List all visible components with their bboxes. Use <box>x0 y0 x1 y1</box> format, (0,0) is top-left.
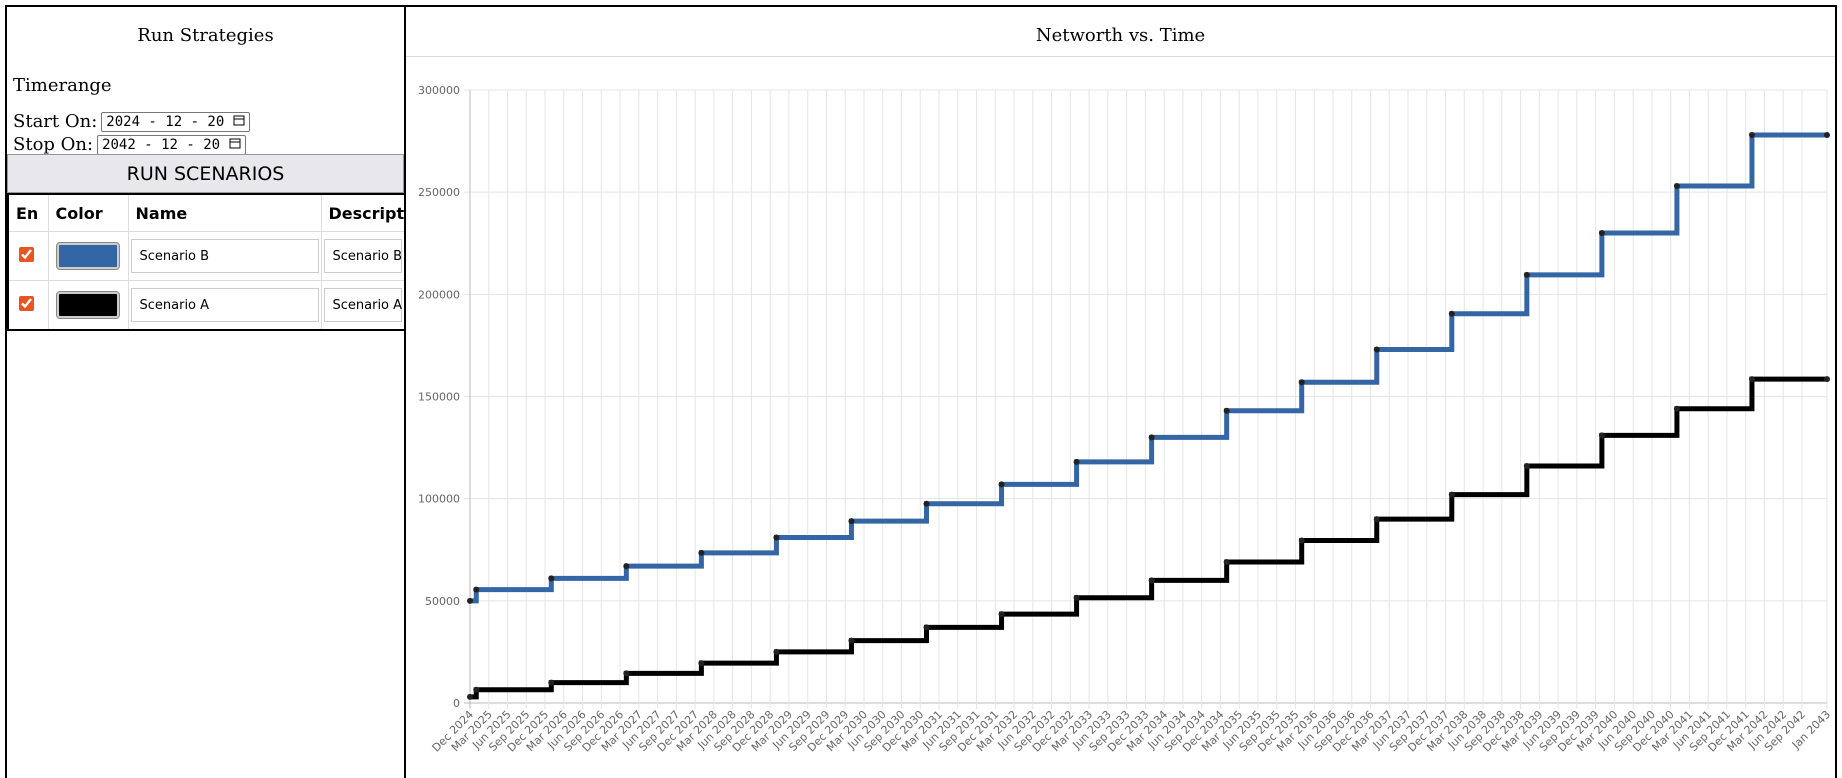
y-tick-label: 250000 <box>418 186 460 199</box>
y-tick-label: 100000 <box>418 493 460 506</box>
data-point <box>998 611 1005 618</box>
data-point <box>467 693 473 700</box>
enable-cell <box>8 231 49 281</box>
data-point <box>1673 183 1680 190</box>
scenario-table: EnColorNameDescription Scenario BScenari… <box>7 193 406 331</box>
color-swatch[interactable] <box>56 291 120 319</box>
column-header: Description <box>321 194 406 232</box>
data-point <box>1673 405 1680 412</box>
y-tick-label: 200000 <box>418 288 460 301</box>
data-point <box>1298 379 1305 386</box>
column-header: Color <box>48 194 129 232</box>
divider <box>406 56 1835 57</box>
data-point <box>773 648 780 655</box>
data-point <box>848 637 855 644</box>
y-tick-label: 150000 <box>418 391 460 404</box>
data-point <box>1223 407 1230 414</box>
name-cell: Scenario A <box>128 280 322 331</box>
data-point <box>923 500 930 507</box>
data-point <box>1223 559 1230 566</box>
data-point <box>773 534 780 541</box>
chart: 050000100000150000200000250000300000Dec … <box>418 84 1833 754</box>
run-button[interactable]: RUN SCENARIOS <box>7 154 404 193</box>
calendar-icon <box>229 138 241 149</box>
stop-date: 2042 - 12 - 20 <box>102 137 221 153</box>
enable-checkbox[interactable] <box>19 246 34 262</box>
stop-label: Stop On: <box>13 134 94 155</box>
stop-row: Stop On: 2042 - 12 - 20 <box>13 134 246 155</box>
enable-cell <box>8 280 49 331</box>
data-point <box>473 586 480 593</box>
strategy-panel: Run Strategies Timerange Start On: 2024 -… <box>5 5 406 778</box>
panel-title: Run Strategies <box>137 25 274 46</box>
column-header: En <box>8 194 49 232</box>
scenario-description[interactable]: Scenario B <box>323 239 402 273</box>
data-point <box>467 597 473 604</box>
series-line <box>470 376 1827 700</box>
start-row: Start On: 2024 - 12 - 20 <box>13 111 250 132</box>
data-point <box>623 670 630 677</box>
chart-title: Networth vs. Time <box>1035 25 1206 46</box>
data-point <box>1073 458 1080 465</box>
data-point <box>1073 594 1080 601</box>
data-point <box>1598 230 1605 237</box>
data-point <box>1148 577 1155 584</box>
data-point <box>1824 131 1830 138</box>
column-header: Name <box>128 194 322 232</box>
data-point <box>1523 271 1530 278</box>
data-point <box>1523 462 1530 469</box>
start-date-input[interactable]: 2024 - 12 - 20 <box>101 112 250 132</box>
color-swatch[interactable] <box>56 242 120 270</box>
data-point <box>923 624 930 631</box>
start-label: Start On: <box>13 111 98 132</box>
data-point <box>698 549 705 556</box>
data-point <box>548 679 555 686</box>
data-point <box>1298 537 1305 544</box>
color-cell <box>48 280 129 331</box>
calendar-icon <box>233 115 245 126</box>
data-point <box>998 481 1005 488</box>
data-point <box>1598 432 1605 439</box>
scenario-name[interactable]: Scenario A <box>130 288 319 322</box>
y-tick-label: 50000 <box>425 595 460 608</box>
description-cell: Scenario A <box>321 280 406 331</box>
description-cell: Scenario B <box>321 231 406 281</box>
name-cell: Scenario B <box>128 231 322 281</box>
chart-panel: Networth vs. Time 0 50000 100000 150000 2000… <box>406 5 1837 778</box>
scenario-row: Scenario A Scenario A <box>8 280 406 331</box>
data-point <box>1824 376 1830 383</box>
series-line <box>470 132 1827 604</box>
data-point <box>848 518 855 525</box>
stop-date-input[interactable]: 2042 - 12 - 20 <box>97 135 246 155</box>
y-tick-label: 0 <box>453 697 460 710</box>
data-point <box>1373 516 1380 523</box>
scenario-name[interactable]: Scenario B <box>130 239 319 273</box>
data-point <box>698 660 705 667</box>
timerange-label: Timerange <box>13 75 112 96</box>
data-point <box>1748 376 1755 383</box>
color-cell <box>48 231 129 281</box>
data-point <box>473 686 480 693</box>
data-point <box>1448 310 1455 317</box>
y-tick-label: 300000 <box>418 84 460 97</box>
data-point <box>1373 346 1380 353</box>
enable-checkbox[interactable] <box>19 295 34 311</box>
data-point <box>1148 434 1155 441</box>
scenario-row: Scenario B Scenario B <box>8 231 406 281</box>
data-point <box>1748 131 1755 138</box>
data-point <box>548 575 555 582</box>
scenario-description[interactable]: Scenario A <box>323 288 402 322</box>
data-point <box>623 563 630 570</box>
start-date: 2024 - 12 - 20 <box>106 114 225 130</box>
data-point <box>1448 491 1455 498</box>
